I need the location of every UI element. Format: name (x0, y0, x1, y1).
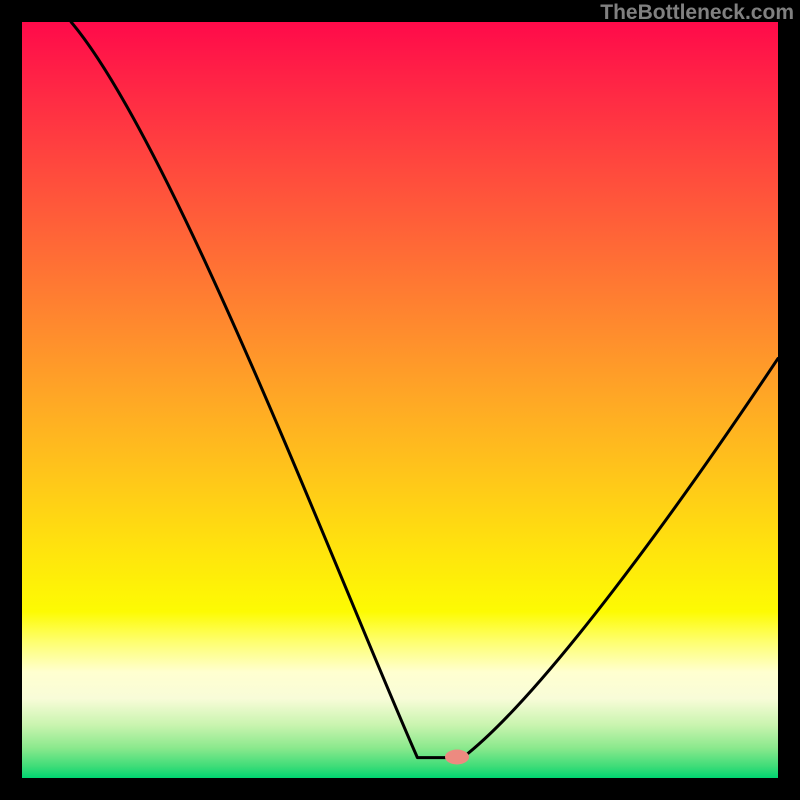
bottleneck-curve (22, 22, 778, 778)
attribution-watermark: TheBottleneck.com (600, 1, 794, 25)
curve-path (71, 22, 778, 758)
optimal-point-marker (445, 749, 469, 764)
plot-area (22, 22, 778, 778)
chart-container: TheBottleneck.com (0, 0, 800, 800)
